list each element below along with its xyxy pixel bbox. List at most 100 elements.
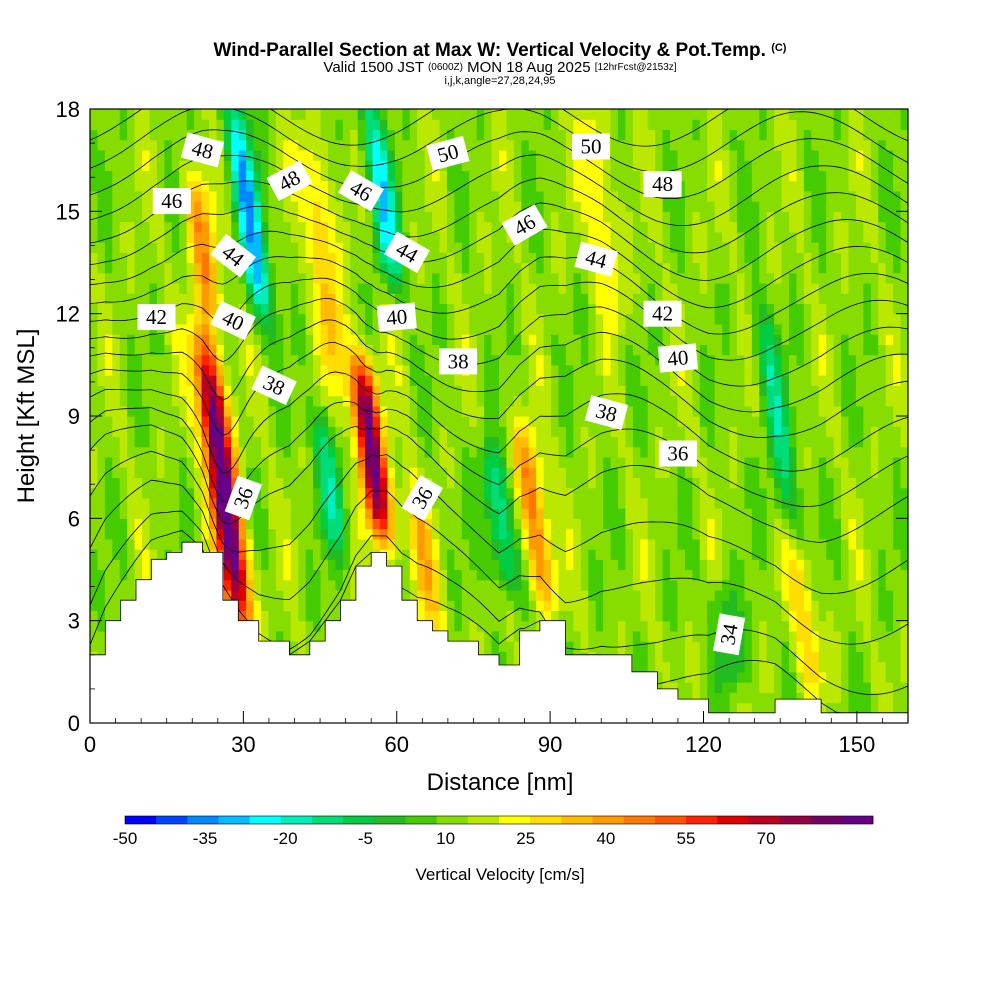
- velocity-cell: [655, 600, 664, 612]
- velocity-cell: [536, 313, 545, 325]
- velocity-cell: [625, 323, 634, 335]
- velocity-cell: [231, 139, 240, 151]
- velocity-cell: [692, 293, 701, 305]
- velocity-cell: [164, 354, 173, 366]
- velocity-cell: [699, 139, 708, 151]
- velocity-cell: [603, 610, 612, 622]
- velocity-cell: [90, 385, 99, 397]
- velocity-cell: [201, 395, 210, 407]
- velocity-cell: [484, 456, 493, 468]
- velocity-cell: [677, 497, 686, 509]
- velocity-cell: [194, 405, 203, 417]
- velocity-cell: [432, 221, 441, 233]
- velocity-cell: [699, 497, 708, 509]
- velocity-cell: [655, 282, 664, 294]
- velocity-cell: [617, 579, 627, 591]
- velocity-cell: [253, 538, 262, 550]
- velocity-cell: [677, 160, 686, 171]
- velocity-cell: [134, 252, 143, 264]
- velocity-cell: [513, 600, 522, 612]
- velocity-cell: [454, 518, 463, 530]
- velocity-cell: [231, 549, 240, 560]
- velocity-cell: [119, 323, 128, 335]
- velocity-cell: [350, 242, 359, 253]
- velocity-cell: [491, 252, 500, 264]
- velocity-cell: [551, 211, 560, 223]
- velocity-cell: [580, 109, 589, 120]
- velocity-cell: [357, 160, 366, 171]
- velocity-cell: [127, 467, 136, 478]
- velocity-cell: [655, 323, 664, 335]
- velocity-cell: [640, 579, 649, 591]
- velocity-cell: [261, 160, 270, 171]
- velocity-cell: [617, 589, 627, 601]
- velocity-cell: [97, 518, 106, 530]
- velocity-cell: [521, 446, 530, 458]
- velocity-cell: [506, 313, 515, 325]
- velocity-cell: [610, 559, 619, 571]
- velocity-cell: [699, 364, 708, 376]
- velocity-cell: [208, 282, 218, 294]
- velocity-cell: [543, 508, 552, 519]
- velocity-cell: [454, 334, 463, 345]
- velocity-cell: [446, 487, 455, 499]
- velocity-cell: [134, 190, 143, 202]
- velocity-cell: [521, 487, 530, 499]
- velocity-cell: [484, 211, 493, 223]
- velocity-cell: [283, 334, 292, 345]
- velocity-cell: [461, 538, 470, 550]
- velocity-cell: [439, 549, 448, 560]
- velocity-cell: [677, 508, 686, 519]
- velocity-cell: [625, 641, 634, 652]
- velocity-cell: [588, 579, 597, 591]
- velocity-cell: [394, 160, 403, 171]
- velocity-cell: [208, 242, 218, 253]
- velocity-cell: [208, 231, 218, 243]
- velocity-cell: [179, 262, 188, 274]
- velocity-cell: [313, 354, 322, 366]
- velocity-cell: [261, 221, 270, 233]
- velocity-cell: [238, 293, 247, 305]
- velocity-cell: [595, 610, 604, 622]
- velocity-cell: [647, 446, 656, 458]
- velocity-cell: [625, 109, 634, 120]
- velocity-cell: [655, 641, 664, 652]
- velocity-cell: [313, 436, 322, 448]
- velocity-cell: [327, 549, 336, 560]
- velocity-cell: [699, 160, 708, 171]
- velocity-cell: [655, 651, 664, 663]
- velocity-cell: [261, 559, 270, 571]
- velocity-cell: [268, 579, 277, 591]
- velocity-cell: [432, 190, 441, 202]
- velocity-cell: [491, 313, 500, 325]
- velocity-cell: [432, 109, 441, 120]
- velocity-cell: [253, 559, 262, 571]
- velocity-cell: [394, 364, 403, 376]
- velocity-cell: [112, 262, 121, 274]
- velocity-cell: [484, 630, 493, 642]
- velocity-cell: [208, 323, 218, 335]
- velocity-cell: [380, 436, 389, 448]
- velocity-cell: [528, 487, 537, 499]
- velocity-cell: [476, 579, 485, 591]
- velocity-cell: [357, 262, 366, 274]
- velocity-cell: [357, 252, 366, 264]
- velocity-cell: [662, 651, 671, 663]
- velocity-cell: [275, 231, 284, 243]
- velocity-cell: [484, 589, 493, 601]
- velocity-cell: [156, 456, 165, 468]
- velocity-cell: [617, 436, 627, 448]
- velocity-cell: [171, 497, 180, 509]
- velocity-cell: [446, 272, 455, 284]
- velocity-cell: [380, 416, 389, 427]
- velocity-cell: [268, 313, 277, 325]
- velocity-cell: [461, 405, 470, 417]
- velocity-cell: [625, 242, 634, 253]
- velocity-cell: [112, 497, 121, 509]
- velocity-cell: [171, 436, 180, 448]
- velocity-cell: [335, 364, 344, 376]
- velocity-cell: [335, 487, 344, 499]
- velocity-cell: [521, 180, 530, 192]
- velocity-cell: [149, 456, 158, 468]
- velocity-cell: [558, 354, 567, 366]
